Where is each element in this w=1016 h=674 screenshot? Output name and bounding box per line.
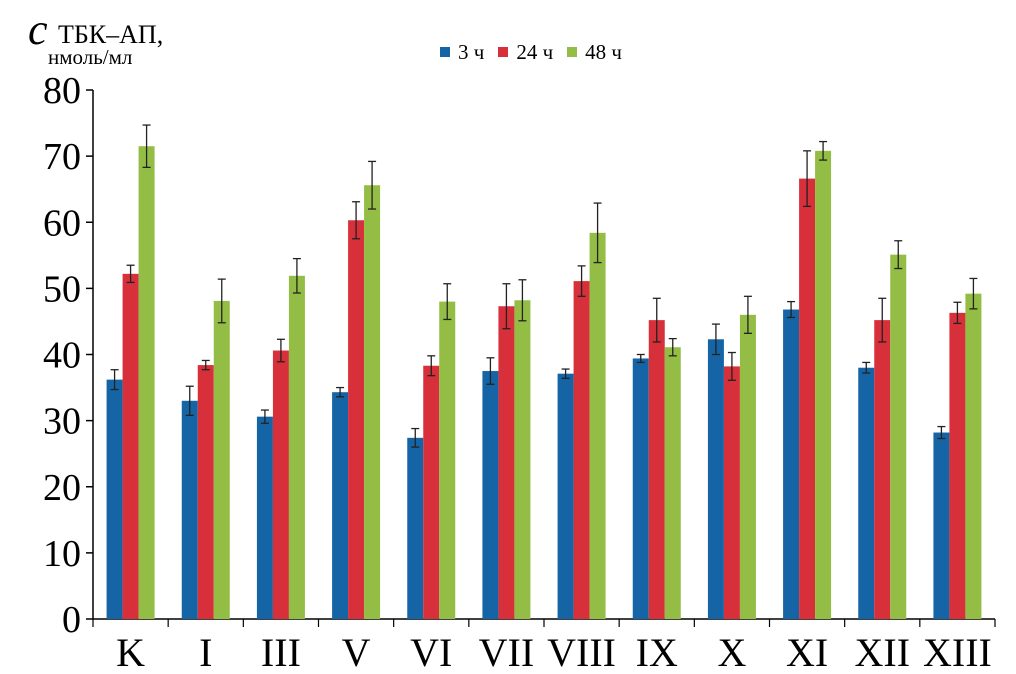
legend-swatch-24h <box>498 47 509 57</box>
x-tick-label: XIII <box>923 630 992 674</box>
bar <box>498 306 515 619</box>
bar <box>197 365 214 619</box>
legend-item-48h: 48 ч <box>567 40 622 64</box>
x-tick-label: X <box>717 630 746 674</box>
y-tick-label: 50 <box>43 268 81 310</box>
bar <box>664 347 681 619</box>
bar <box>106 379 123 619</box>
bar <box>213 300 230 619</box>
y-tick-label: 30 <box>43 401 81 443</box>
y-tick-label: 0 <box>62 599 81 641</box>
bar <box>423 365 440 619</box>
bar <box>723 366 740 619</box>
bar <box>573 281 590 619</box>
bar <box>949 312 966 619</box>
bar <box>138 146 155 620</box>
y-axis-subscript: ТБК–АП, <box>58 20 164 49</box>
bar <box>364 185 381 619</box>
y-tick-label: 40 <box>43 335 81 377</box>
y-axis-symbol: c <box>28 5 48 54</box>
legend: 3 ч 24 ч 48 ч <box>440 40 622 64</box>
bar <box>858 367 875 619</box>
x-tick-label: IX <box>636 630 678 674</box>
legend-item-3h: 3 ч <box>440 40 484 64</box>
bar <box>965 293 982 619</box>
y-tick-label: 10 <box>43 533 81 575</box>
bars-layer <box>106 146 982 620</box>
x-tick-label: VII <box>479 630 535 674</box>
bar <box>439 301 456 619</box>
bar <box>122 273 139 619</box>
x-tick-label: III <box>261 630 301 674</box>
legend-swatch-48h <box>567 47 578 57</box>
legend-label-24h: 24 ч <box>516 40 554 64</box>
bar <box>707 339 724 619</box>
bar <box>288 275 305 619</box>
x-tick-label: I <box>199 630 212 674</box>
bar <box>933 432 950 619</box>
y-axis-unit: нмоль/мл <box>48 45 133 69</box>
bar <box>256 416 273 619</box>
legend-label-48h: 48 ч <box>585 40 622 64</box>
bar <box>648 320 665 619</box>
bar <box>272 350 289 619</box>
x-tick-label: V <box>342 630 371 674</box>
bar <box>589 232 606 619</box>
x-tick-label: VI <box>410 630 452 674</box>
y-tick-label: 80 <box>43 70 81 112</box>
x-tick-label: VIII <box>547 630 616 674</box>
bar <box>348 220 365 620</box>
bar <box>815 150 832 619</box>
error-bars-layer <box>110 124 978 448</box>
legend-label-3h: 3 ч <box>458 40 485 64</box>
axes-layer <box>86 89 996 627</box>
bar <box>514 300 531 619</box>
bar <box>632 358 649 619</box>
bar <box>181 400 198 619</box>
x-tick-label: XI <box>786 630 828 674</box>
bar <box>407 437 424 619</box>
y-tick-label: 20 <box>43 467 81 509</box>
bar <box>482 371 499 619</box>
bar <box>557 373 574 619</box>
x-tick-label: K <box>116 630 145 674</box>
y-tick-label: 60 <box>43 202 81 244</box>
y-tick-label: 70 <box>43 136 81 178</box>
bar <box>739 314 756 619</box>
bar <box>332 392 349 619</box>
bar <box>799 178 816 620</box>
legend-item-24h: 24 ч <box>498 40 553 64</box>
bar <box>783 309 800 619</box>
x-tick-label: XII <box>854 630 910 674</box>
bar <box>874 320 891 619</box>
bar <box>890 254 907 619</box>
legend-swatch-3h <box>440 47 450 57</box>
